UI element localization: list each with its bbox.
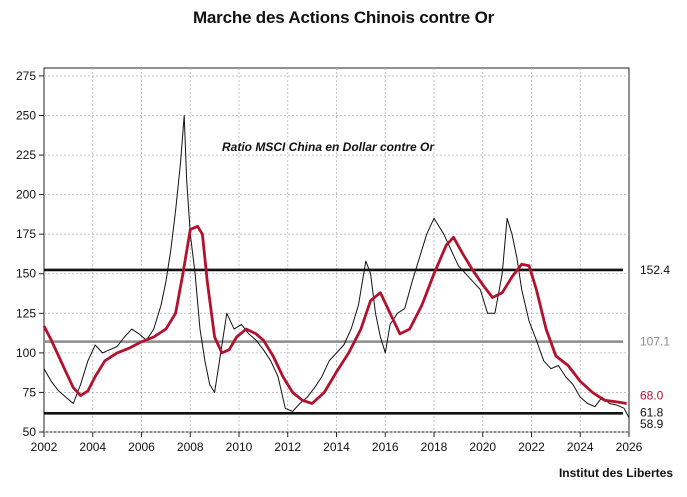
right-value-label: 61.8 bbox=[640, 405, 664, 419]
x-tick-label: 2014 bbox=[323, 440, 350, 454]
series-line-moving-average bbox=[42, 224, 627, 405]
x-tick-label: 2020 bbox=[469, 440, 496, 454]
x-tick-label: 2002 bbox=[31, 440, 58, 454]
chart-title: Marche des Actions Chinois contre Or bbox=[192, 8, 495, 27]
x-tick-label: 2024 bbox=[567, 440, 594, 454]
y-tick-label: 100 bbox=[16, 346, 36, 360]
right-value-label: 58.9 bbox=[640, 417, 664, 431]
y-tick-label: 75 bbox=[23, 385, 37, 399]
right-labels: 152.4 107.1 61.8 68.0 58.9 bbox=[640, 263, 670, 431]
right-value-label: 152.4 bbox=[640, 263, 670, 277]
y-tick-label: 50 bbox=[23, 425, 37, 439]
series-annotation: Ratio MSCI China en Dollar contre Or bbox=[222, 140, 435, 154]
y-tick-label: 275 bbox=[16, 69, 36, 83]
source-credit: Institut des Libertes bbox=[558, 466, 673, 480]
y-tick-label: 125 bbox=[16, 306, 36, 320]
right-value-label: 107.1 bbox=[640, 335, 670, 349]
y-tick-label: 225 bbox=[16, 148, 36, 162]
x-tick-label: 2008 bbox=[177, 440, 204, 454]
x-tick-label: 2018 bbox=[421, 440, 448, 454]
right-value-label: 68.0 bbox=[640, 389, 664, 403]
x-tick-label: 2006 bbox=[128, 440, 155, 454]
x-tick-label: 2022 bbox=[518, 440, 545, 454]
x-tick-label: 2026 bbox=[616, 440, 643, 454]
series-lines bbox=[42, 115, 630, 419]
y-tick-label: 200 bbox=[16, 188, 36, 202]
y-axis: 50 75 100 125 150 175 200 225 250 275 bbox=[16, 69, 44, 439]
grid bbox=[44, 68, 629, 433]
x-tick-label: 2010 bbox=[226, 440, 253, 454]
y-tick-label: 175 bbox=[16, 227, 36, 241]
x-tick-label: 2012 bbox=[274, 440, 301, 454]
x-tick-label: 2016 bbox=[372, 440, 399, 454]
y-tick-label: 250 bbox=[16, 108, 36, 122]
x-tick-label: 2004 bbox=[79, 440, 106, 454]
series-line-ratio bbox=[43, 115, 630, 419]
y-tick-label: 150 bbox=[16, 267, 36, 281]
x-axis: 2002 2004 2006 2008 2010 2012 2014 2016 2018 2020… bbox=[31, 432, 643, 454]
